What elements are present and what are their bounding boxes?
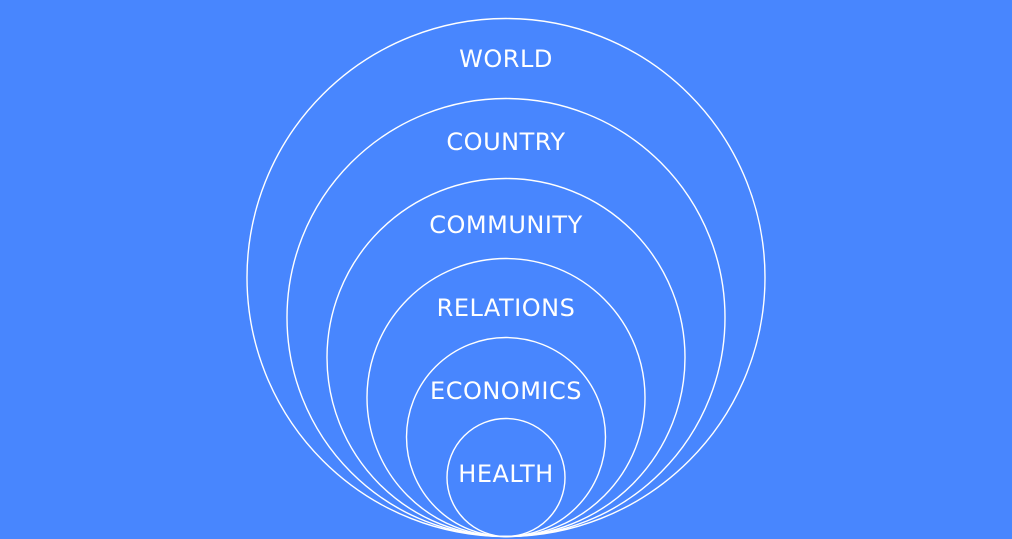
ring-world-circle	[246, 17, 766, 538]
ring-community-label: COMMUNITY	[429, 211, 582, 239]
ring-economics-label: ECONOMICS	[430, 377, 582, 405]
ring-economics-circle	[405, 336, 607, 538]
ring-health-circle	[446, 417, 566, 538]
ring-world-label: WORLD	[459, 45, 553, 73]
ring-country-label: COUNTRY	[446, 128, 565, 156]
ring-health-label: HEALTH	[458, 460, 553, 488]
ring-relations-label: RELATIONS	[437, 294, 576, 322]
ring-world: WORLD	[246, 17, 766, 538]
ring-economics: ECONOMICS	[405, 336, 607, 538]
ring-health: HEALTH	[446, 417, 566, 538]
